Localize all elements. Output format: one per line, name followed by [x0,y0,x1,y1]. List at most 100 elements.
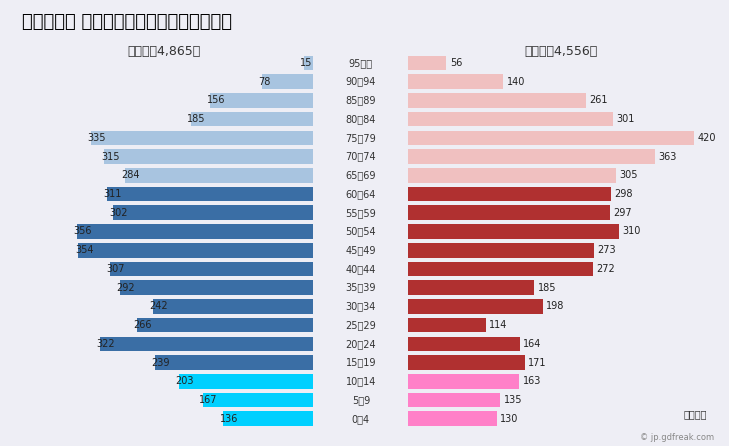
Bar [190,112,313,126]
Text: 75〜79: 75〜79 [346,133,376,143]
Text: 185: 185 [537,283,556,293]
Text: 301: 301 [617,114,635,124]
Bar [408,149,655,164]
Text: 女性計：4,556人: 女性計：4,556人 [525,45,598,58]
Text: 298: 298 [615,189,633,199]
Bar [408,206,610,220]
Bar [78,243,313,257]
Text: 242: 242 [149,301,168,311]
Text: 男性計：4,865人: 男性計：4,865人 [128,45,200,58]
Text: 305: 305 [619,170,638,180]
Text: 30〜34: 30〜34 [346,301,376,311]
Text: 420: 420 [698,133,716,143]
Text: 167: 167 [199,395,218,405]
Bar [408,187,611,201]
Bar [137,318,313,332]
Text: 0〜4: 0〜4 [352,414,370,424]
Text: 354: 354 [75,245,93,255]
Bar [179,374,313,388]
Bar [408,131,694,145]
Bar [210,93,313,107]
Text: 185: 185 [187,114,206,124]
Text: 302: 302 [109,208,128,218]
Bar [303,56,313,70]
Text: 203: 203 [175,376,194,386]
Bar [91,131,313,145]
Text: 163: 163 [523,376,541,386]
Text: 322: 322 [96,339,115,349]
Bar [408,262,593,276]
Text: 85〜89: 85〜89 [346,95,376,105]
Bar [223,412,313,426]
Text: 261: 261 [589,95,608,105]
Text: 35〜39: 35〜39 [346,283,376,293]
Text: 171: 171 [528,358,547,368]
Bar [77,224,313,239]
Text: 25〜29: 25〜29 [346,320,376,330]
Text: 130: 130 [500,414,518,424]
Bar [113,206,313,220]
Bar [120,281,313,295]
Text: 70〜74: 70〜74 [346,152,376,161]
Text: 284: 284 [122,170,140,180]
Text: 297: 297 [614,208,632,218]
Text: 78: 78 [258,77,270,87]
Bar [408,337,520,351]
Text: 15〜19: 15〜19 [346,358,376,368]
Text: 310: 310 [623,227,641,236]
Text: 135: 135 [504,395,522,405]
Text: 単位：人: 単位：人 [684,409,707,419]
Text: 198: 198 [546,301,565,311]
Bar [408,56,446,70]
Text: 315: 315 [101,152,120,161]
Text: 45〜49: 45〜49 [346,245,376,255]
Bar [408,355,525,370]
Text: 140: 140 [507,77,526,87]
Text: 136: 136 [220,414,238,424]
Text: 272: 272 [597,264,615,274]
Text: 90〜94: 90〜94 [346,77,376,87]
Bar [408,318,486,332]
Bar [408,412,496,426]
Bar [107,187,313,201]
Bar [408,168,616,182]
Text: 363: 363 [658,152,677,161]
Bar [153,299,313,314]
Bar [262,74,313,89]
Text: 65〜69: 65〜69 [346,170,376,180]
Text: 10〜14: 10〜14 [346,376,376,386]
Text: 15: 15 [300,58,313,68]
Text: 5〜9: 5〜9 [351,395,370,405]
Text: 114: 114 [489,320,507,330]
Text: 95歳〜: 95歳〜 [348,58,373,68]
Text: 55〜59: 55〜59 [346,208,376,218]
Bar [408,74,504,89]
Bar [125,168,313,182]
Text: 56: 56 [450,58,462,68]
Text: © jp.gdfreak.com: © jp.gdfreak.com [640,433,714,442]
Text: 60〜64: 60〜64 [346,189,376,199]
Bar [408,299,543,314]
Text: 50〜54: 50〜54 [346,227,376,236]
Bar [109,262,313,276]
Text: 307: 307 [106,264,125,274]
Text: 356: 356 [74,227,92,236]
Text: 335: 335 [87,133,106,143]
Text: 266: 266 [133,320,152,330]
Text: ２０２５年 上富良野町の人口構成（予測）: ２０２５年 上富良野町の人口構成（予測） [22,13,232,31]
Bar [155,355,313,370]
Bar [408,224,619,239]
Bar [408,93,586,107]
Text: 164: 164 [523,339,542,349]
Bar [408,243,594,257]
Bar [408,281,534,295]
Text: 292: 292 [116,283,135,293]
Text: 20〜24: 20〜24 [346,339,376,349]
Bar [408,112,613,126]
Bar [104,149,313,164]
Text: 311: 311 [104,189,122,199]
Text: 156: 156 [206,95,225,105]
Text: 40〜44: 40〜44 [346,264,376,274]
Bar [408,374,519,388]
Text: 239: 239 [152,358,170,368]
